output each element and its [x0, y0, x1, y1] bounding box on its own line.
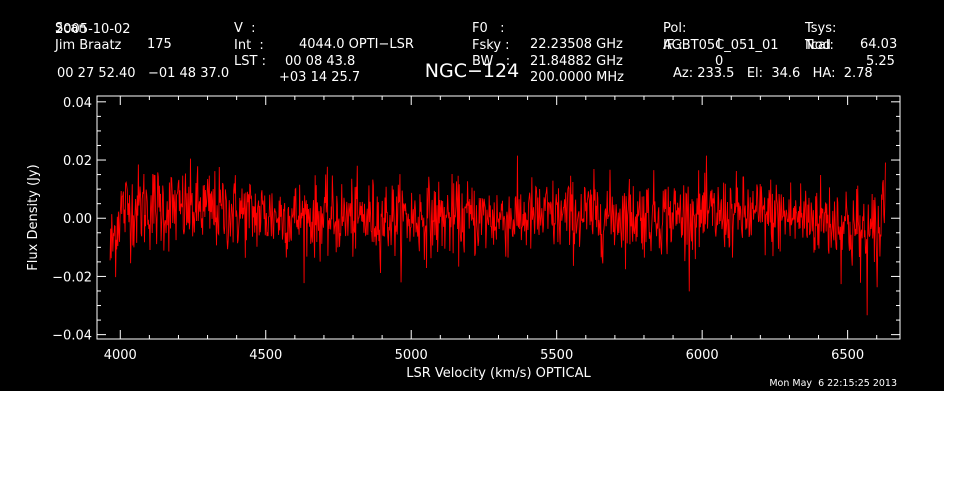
- velocity-row: V : 4044.0 OPTI−LSR: [234, 5, 414, 69]
- observation-date: 2005-10-02: [55, 22, 131, 37]
- scan-row: Scan 175: [55, 5, 172, 69]
- bandwidth-label: BW :: [472, 54, 511, 69]
- if-value: 0: [715, 54, 724, 69]
- x-tick-label: 5500: [540, 348, 573, 363]
- lst-value: +03 14 25.7: [279, 70, 361, 85]
- plot-panel: Scan 175 2005-10-02 Jim Braatz V : 4044.…: [0, 0, 944, 391]
- tsys-value: 64.03: [860, 37, 898, 52]
- integration-row: Int : 00 08 43.8: [234, 22, 355, 86]
- rest-frequency-value: 22.23508 GHz: [530, 37, 623, 52]
- x-tick-label: 4000: [104, 348, 137, 363]
- az-el-ha: Az: 233.5 El: 34.6 HA: 2.78: [673, 66, 873, 81]
- x-tick-label: 5000: [395, 348, 428, 363]
- y-tick-label: 0.04: [63, 96, 92, 111]
- lst-row: LST : +03 14 25.7: [234, 38, 360, 102]
- project-id: AGBT05C_051_01: [663, 38, 779, 53]
- y-tick-label: −0.04: [52, 329, 92, 344]
- source-name: NGC−124: [424, 60, 520, 82]
- y-tick-label: 0.00: [63, 212, 92, 227]
- polarization-value: I: [717, 37, 721, 52]
- rest-frequency-label: F0 :: [472, 21, 505, 36]
- tcal-value: 5.25: [866, 54, 895, 69]
- tsys-label: Tsys:: [805, 21, 837, 36]
- tcal-label: Tcal:: [805, 38, 834, 53]
- bandwidth-value: 200.0000 MHz: [530, 70, 624, 85]
- sky-frequency-label: Fsky :: [472, 38, 510, 53]
- scan-label: Scan: [55, 21, 87, 36]
- scan-number: 175: [147, 37, 172, 52]
- observing-mode: Nod: [805, 38, 831, 53]
- source-coordinates: 00 27 52.40 −01 48 37.0: [57, 66, 230, 81]
- polarization-row: Pol: I: [663, 5, 721, 69]
- if-label: IF :: [663, 38, 683, 53]
- integration-label: Int :: [234, 38, 264, 53]
- x-tick-label: 6500: [831, 348, 864, 363]
- x-tick-label: 6000: [686, 348, 719, 363]
- tsys-row: Tsys: 64.03: [805, 5, 897, 69]
- y-tick-label: 0.02: [63, 154, 92, 169]
- tcal-row: Tcal: 5.25: [805, 22, 895, 86]
- integration-value: 00 08 43.8: [285, 54, 356, 69]
- y-tick-label: −0.02: [52, 270, 92, 285]
- x-tick-label: 4500: [249, 348, 282, 363]
- spectrum-trace: [109, 155, 886, 316]
- x-axis-label: LSR Velocity (km/s) OPTICAL: [406, 366, 591, 381]
- rest-frequency-row: F0 : 22.23508 GHz: [472, 5, 623, 69]
- bandwidth-row: BW : 200.0000 MHz: [472, 38, 624, 102]
- y-axis-label: Flux Density (Jy): [26, 164, 41, 270]
- lst-label: LST :: [234, 54, 266, 69]
- sky-frequency-row: Fsky : 21.84882 GHz: [472, 22, 623, 86]
- velocity-value: 4044.0 OPTI−LSR: [299, 37, 414, 52]
- sky-frequency-value: 21.84882 GHz: [530, 54, 623, 69]
- velocity-label: V :: [234, 21, 256, 36]
- if-row: IF : 0: [663, 22, 723, 86]
- observer-name: Jim Braatz: [55, 38, 122, 53]
- plot-timestamp: Mon May 6 22:15:25 2013: [769, 378, 897, 389]
- polarization-label: Pol:: [663, 21, 687, 36]
- spectrum-chart: 4000 4500 5000 5500 6000 6500 −0.04 −0.02 0.00 0.…: [26, 95, 901, 381]
